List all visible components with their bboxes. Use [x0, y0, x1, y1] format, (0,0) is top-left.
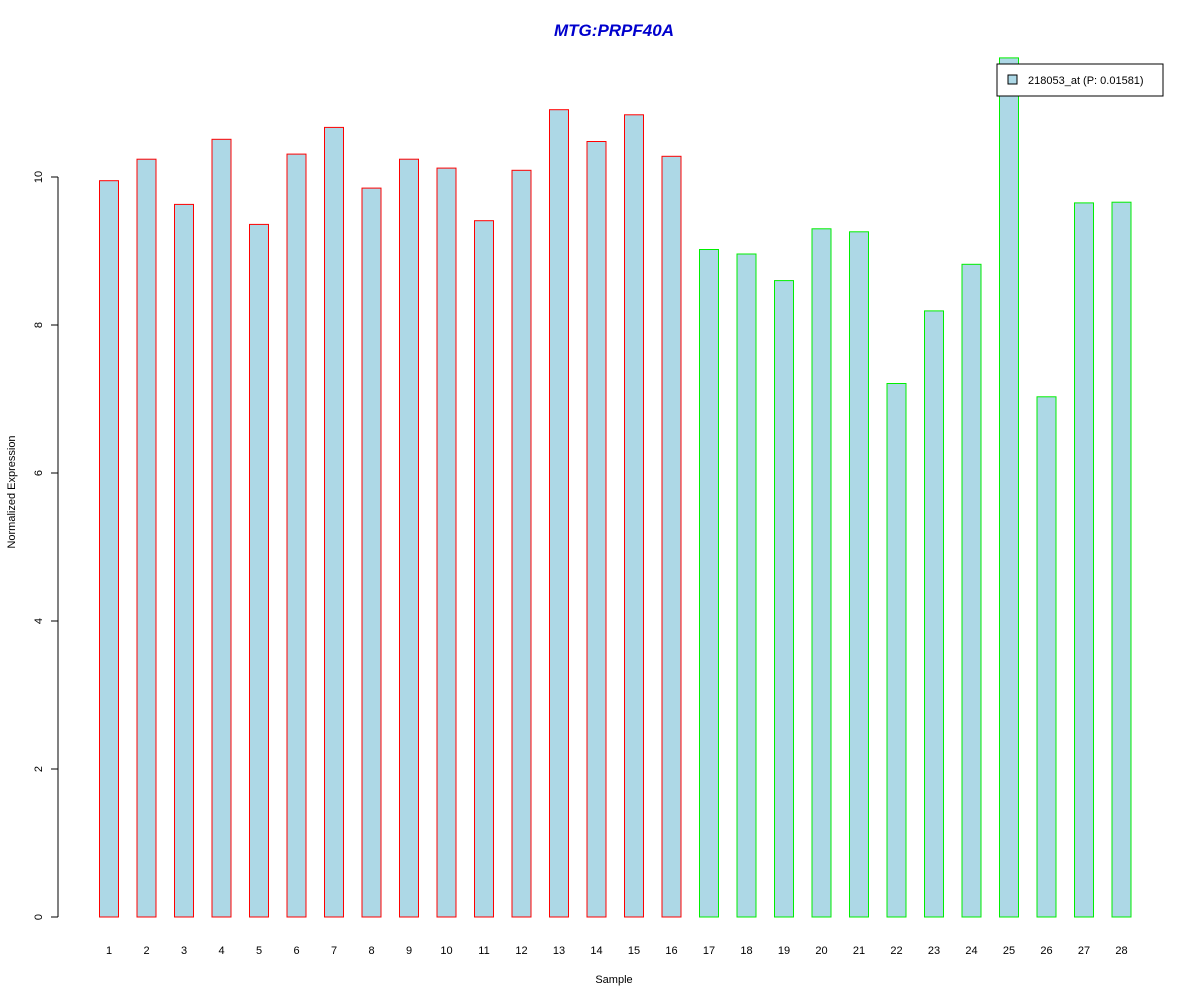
x-tick-label: 25 — [1003, 945, 1015, 957]
x-tick-label: 20 — [815, 945, 827, 957]
bars-group — [99, 57, 1132, 918]
bar-sample-6 — [286, 153, 307, 918]
x-tick-label: 11 — [478, 945, 489, 957]
bar-sample-1 — [99, 180, 119, 918]
bar-sample-4 — [211, 138, 232, 918]
x-tick-label: 28 — [1115, 945, 1127, 957]
legend-swatch — [1007, 74, 1018, 85]
legend-label: 218053_at (P: 0.01581) — [1028, 75, 1144, 87]
bar-sample-23 — [924, 310, 944, 918]
bar-sample-17 — [699, 249, 719, 918]
bar-sample-15 — [624, 114, 644, 918]
bar-sample-20 — [811, 228, 832, 918]
bar-sample-5 — [249, 223, 269, 918]
y-axis: 0 2 4 6 8 10 — [33, 171, 59, 920]
bar-sample-21 — [849, 231, 869, 918]
x-tick-label: 27 — [1078, 945, 1090, 957]
y-tick-label: 6 — [33, 470, 45, 476]
bar-sample-3 — [174, 203, 194, 918]
y-tick-label: 2 — [33, 766, 45, 772]
bar-sample-2 — [136, 158, 157, 918]
x-tick-label: 17 — [703, 945, 715, 957]
bar-sample-27 — [1074, 202, 1094, 918]
bar-sample-16 — [661, 155, 682, 918]
legend-box — [996, 63, 1164, 97]
x-tick-label: 15 — [628, 945, 640, 957]
x-tick-label: 1 — [106, 945, 112, 957]
bar-sample-8 — [361, 187, 382, 918]
x-tick-label: 9 — [406, 945, 412, 957]
x-tick-labels: 1 2 3 4 5 6 7 8 9 10 11 12 13 14 15 16 17 18 19 20 21 22 23 24 2… — [106, 945, 1128, 957]
x-tick-label: 7 — [331, 945, 337, 957]
x-tick-label: 24 — [965, 945, 977, 957]
chart-title: MTG:PRPF40A — [554, 21, 674, 40]
bar-sample-9 — [399, 158, 419, 918]
bar-sample-10 — [436, 167, 457, 918]
bar-sample-19 — [774, 280, 794, 918]
x-tick-label: 26 — [1040, 945, 1052, 957]
x-tick-label: 13 — [553, 945, 565, 957]
bar-sample-12 — [511, 169, 532, 918]
x-tick-label: 8 — [368, 945, 374, 957]
y-tick-label: 10 — [33, 171, 45, 183]
y-tick-label: 8 — [33, 322, 45, 328]
x-tick-label: 2 — [143, 945, 149, 957]
x-tick-label: 4 — [218, 945, 224, 957]
bar-sample-18 — [736, 253, 757, 918]
x-axis-label: Sample — [595, 974, 632, 986]
x-tick-label: 10 — [440, 945, 452, 957]
bar-sample-14 — [586, 141, 607, 918]
legend: 218053_at (P: 0.01581) — [996, 63, 1164, 97]
bar-sample-13 — [549, 109, 569, 918]
x-tick-label: 22 — [890, 945, 902, 957]
bar-sample-22 — [886, 383, 907, 918]
bar-sample-26 — [1036, 396, 1057, 918]
x-tick-label: 19 — [778, 945, 790, 957]
bar-sample-7 — [324, 126, 344, 918]
x-tick-label: 18 — [740, 945, 752, 957]
bar-sample-28 — [1111, 201, 1132, 918]
x-tick-label: 21 — [853, 945, 865, 957]
bar-sample-11 — [474, 220, 494, 918]
x-tick-label: 12 — [515, 945, 527, 957]
x-tick-label: 23 — [928, 945, 940, 957]
bar-sample-25 — [999, 57, 1019, 918]
y-tick-label: 0 — [33, 914, 45, 920]
y-tick-label: 4 — [33, 618, 45, 624]
x-tick-label: 3 — [181, 945, 187, 957]
x-tick-label: 6 — [293, 945, 299, 957]
x-tick-label: 5 — [256, 945, 262, 957]
x-tick-label: 16 — [665, 945, 677, 957]
bar-sample-24 — [961, 263, 982, 918]
x-tick-label: 14 — [590, 945, 602, 957]
y-axis-label: Normalized Expression — [6, 435, 18, 548]
